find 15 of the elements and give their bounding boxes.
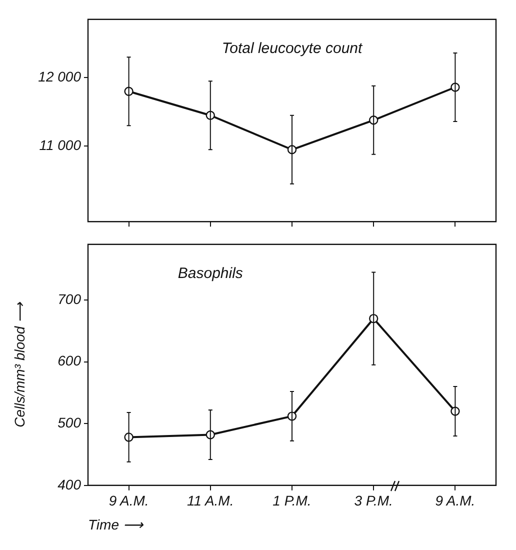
y-tick-label: 12 000: [38, 68, 82, 85]
y-tick-label: 11 000: [39, 137, 82, 154]
y-tick-label: 500: [58, 414, 82, 430]
x-tick-label: 3 P.M.: [354, 492, 393, 509]
y-axis-title: Cells/mm³ blood ⟶: [11, 301, 28, 428]
y-tick-label: 400: [58, 476, 82, 492]
x-tick-label: 11 A.M.: [187, 492, 234, 509]
x-tick-label: 9 A.M.: [108, 492, 149, 509]
x-tick-label: 9 A.M.: [435, 492, 476, 509]
text: Total leucocyte count: [222, 40, 364, 58]
text: Basophils: [178, 265, 244, 282]
x-axis-title: Time ⟶: [88, 516, 144, 532]
y-tick-label: 700: [58, 290, 82, 307]
y-tick-label: 600: [58, 352, 82, 369]
x-tick-label: 1 P.M.: [272, 492, 312, 509]
